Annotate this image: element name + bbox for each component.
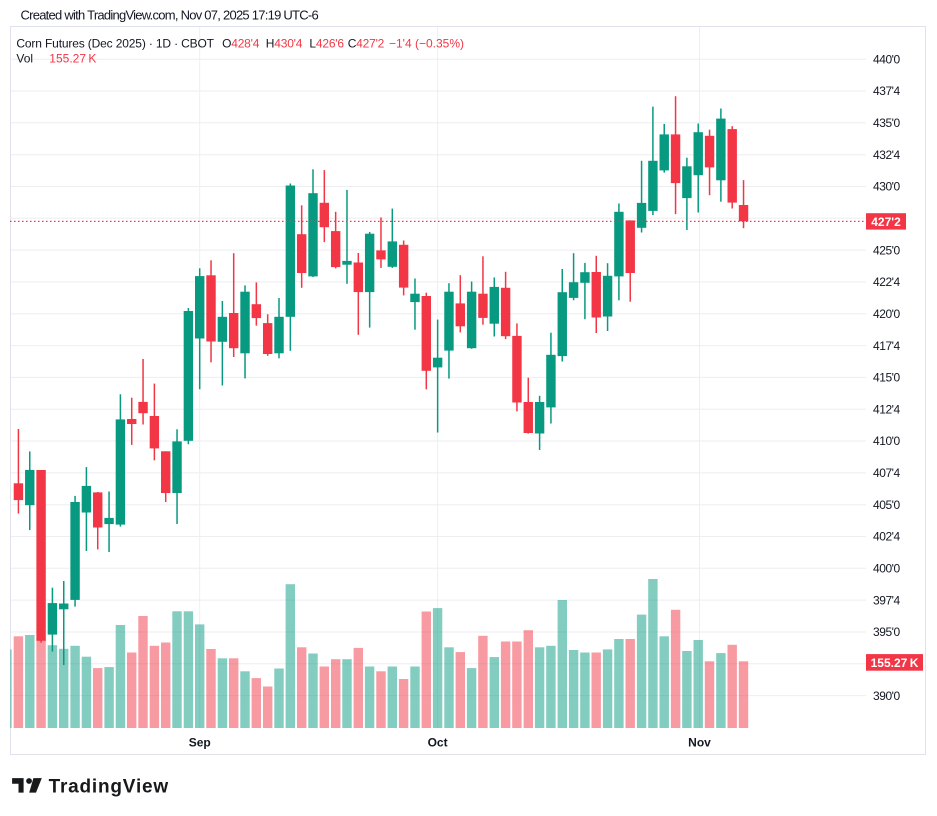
- svg-text:425'0: 425'0: [873, 243, 901, 257]
- svg-text:402'4: 402'4: [873, 530, 901, 544]
- svg-text:Corn Futures (Dec 2025) · 1D ·: Corn Futures (Dec 2025) · 1D · CBOT: [16, 37, 214, 51]
- svg-text:412'4: 412'4: [873, 402, 901, 416]
- svg-text:H430'4: H430'4: [266, 37, 303, 51]
- svg-text:400'0: 400'0: [873, 562, 901, 576]
- svg-text:440'0: 440'0: [873, 52, 901, 66]
- svg-text:435'0: 435'0: [873, 116, 901, 130]
- svg-text:432'4: 432'4: [873, 148, 901, 162]
- svg-text:Vol: Vol: [16, 52, 33, 66]
- svg-text:410'0: 410'0: [873, 434, 901, 448]
- svg-text:427'2: 427'2: [871, 215, 901, 229]
- svg-text:420'0: 420'0: [873, 307, 901, 321]
- svg-text:Created with TradingView.com,: Created with TradingView.com, Nov 07, 20…: [21, 8, 319, 23]
- svg-text:Nov: Nov: [688, 736, 711, 750]
- svg-text:415'0: 415'0: [873, 371, 901, 385]
- svg-text:155.27 K: 155.27 K: [49, 52, 96, 66]
- svg-text:TradingView: TradingView: [49, 776, 169, 797]
- svg-text:390'0: 390'0: [873, 689, 901, 703]
- svg-text:Oct: Oct: [428, 736, 448, 750]
- svg-text:Sep: Sep: [189, 736, 211, 750]
- svg-text:437'4: 437'4: [873, 84, 901, 98]
- svg-text:O428'4: O428'4: [222, 37, 260, 51]
- svg-text:397'4: 397'4: [873, 593, 901, 607]
- svg-text:C427'2: C427'2: [348, 37, 385, 51]
- svg-text:L426'6: L426'6: [309, 37, 344, 51]
- svg-text:417'4: 417'4: [873, 339, 901, 353]
- svg-text:155.27 K: 155.27 K: [871, 656, 919, 670]
- svg-text:−1'4 (−0.35%): −1'4 (−0.35%): [389, 37, 464, 51]
- svg-text:430'0: 430'0: [873, 180, 901, 194]
- svg-text:422'4: 422'4: [873, 275, 901, 289]
- svg-text:405'0: 405'0: [873, 498, 901, 512]
- svg-text:407'4: 407'4: [873, 466, 901, 480]
- svg-text:395'0: 395'0: [873, 625, 901, 639]
